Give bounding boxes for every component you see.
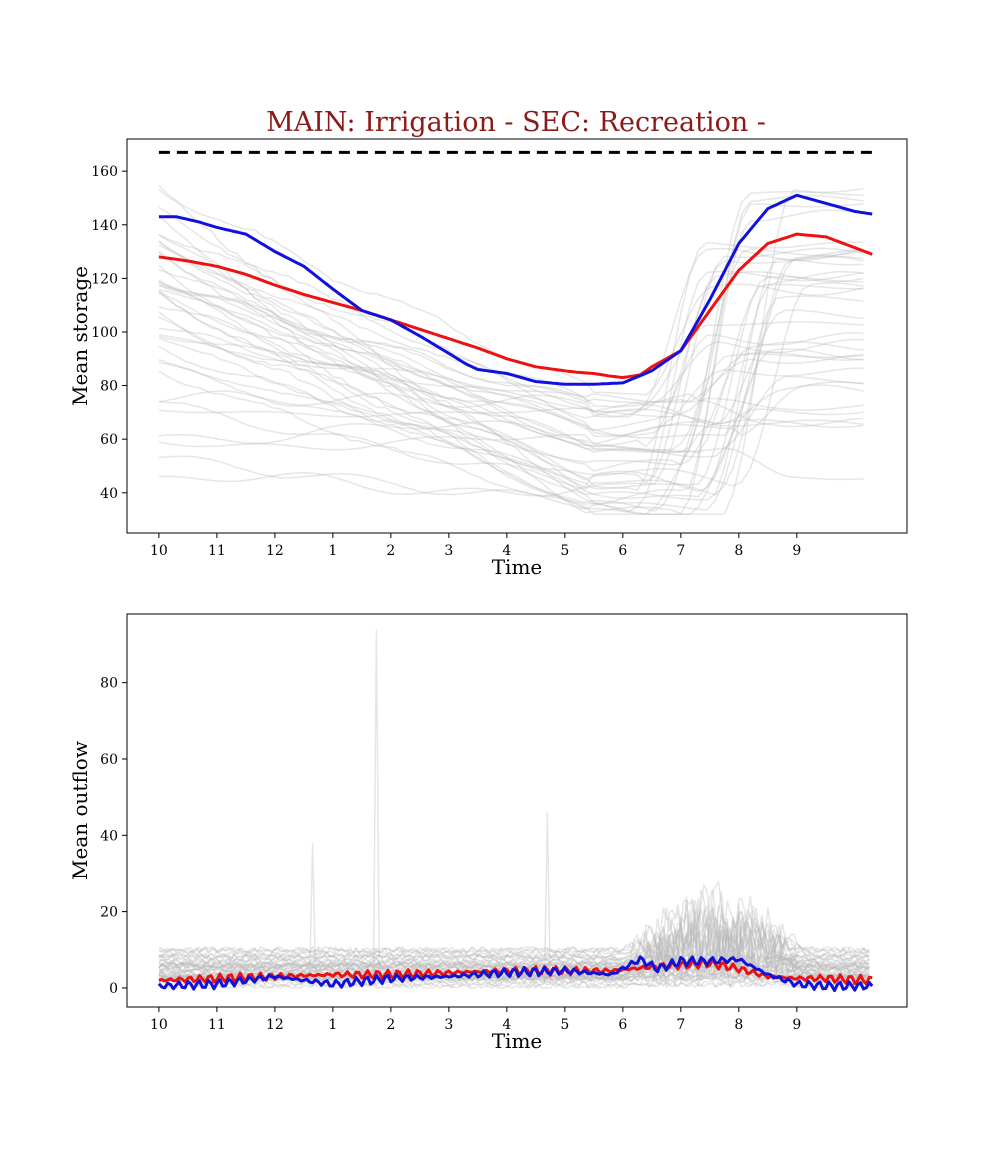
storage-ensemble-trace xyxy=(159,249,864,417)
outflow-x-tick-label: 12 xyxy=(266,1017,284,1033)
storage-x-tick-label: 8 xyxy=(734,543,743,559)
storage-y-tick-label: 60 xyxy=(100,432,118,448)
outflow-ensemble-traces xyxy=(159,629,869,988)
outflow-x-tick-label: 3 xyxy=(444,1017,453,1033)
storage-y-tick-label: 100 xyxy=(91,325,118,341)
outflow-y-axis-label: Mean outflow xyxy=(68,741,92,880)
storage-x-tick-label: 1 xyxy=(328,543,337,559)
outflow-y-tick-label: 0 xyxy=(109,981,118,997)
storage-ensemble-trace xyxy=(159,272,864,483)
storage-x-tick-label: 2 xyxy=(386,543,395,559)
storage-y-tick-label: 40 xyxy=(100,486,118,502)
outflow-x-tick-label: 11 xyxy=(208,1017,226,1033)
storage-x-tick-label: 3 xyxy=(444,543,453,559)
storage-y-tick-label: 120 xyxy=(91,271,118,287)
outflow-x-tick-label: 1 xyxy=(328,1017,337,1033)
storage-x-tick-label: 5 xyxy=(560,543,569,559)
outflow-x-tick-label: 8 xyxy=(734,1017,743,1033)
storage-ensemble-traces xyxy=(159,186,864,515)
storage-y-tick-label: 140 xyxy=(91,218,118,234)
outflow-x-tick-label: 2 xyxy=(386,1017,395,1033)
outflow-x-tick-label: 9 xyxy=(792,1017,801,1033)
outflow-y-tick-label: 20 xyxy=(100,905,118,921)
storage-x-axis-label: Time xyxy=(492,555,543,579)
storage-ensemble-trace xyxy=(159,252,864,511)
storage-x-tick-label: 6 xyxy=(618,543,627,559)
storage-x-tick-label: 7 xyxy=(676,543,685,559)
outflow-x-tick-label: 7 xyxy=(676,1017,685,1033)
storage-y-axis-label: Mean storage xyxy=(68,266,92,406)
outflow-x-axis-label: Time xyxy=(492,1029,543,1053)
storage-y-tick-label: 80 xyxy=(100,379,118,395)
storage-ensemble-trace xyxy=(159,385,864,444)
outflow-x-tick-label: 10 xyxy=(150,1017,168,1033)
storage-x-tick-label: 10 xyxy=(150,543,168,559)
storage-x-tick-label: 11 xyxy=(208,543,226,559)
figure-title: MAIN: Irrigation - SEC: Recreation - xyxy=(266,107,766,138)
storage-panel: 10 11 12 1 2 3 4 5 6 7 8 9406080100120140160TimeMea… xyxy=(68,139,907,579)
outflow-y-tick-label: 80 xyxy=(100,676,118,692)
storage-x-tick-label: 9 xyxy=(792,543,801,559)
outflow-x-tick-label: 6 xyxy=(618,1017,627,1033)
storage-y-tick-label: 160 xyxy=(91,164,118,180)
outflow-y-tick-label: 60 xyxy=(100,752,118,768)
outflow-y-tick-label: 40 xyxy=(100,828,118,844)
outflow-x-tick-label: 5 xyxy=(560,1017,569,1033)
storage-x-tick-label: 12 xyxy=(266,543,284,559)
